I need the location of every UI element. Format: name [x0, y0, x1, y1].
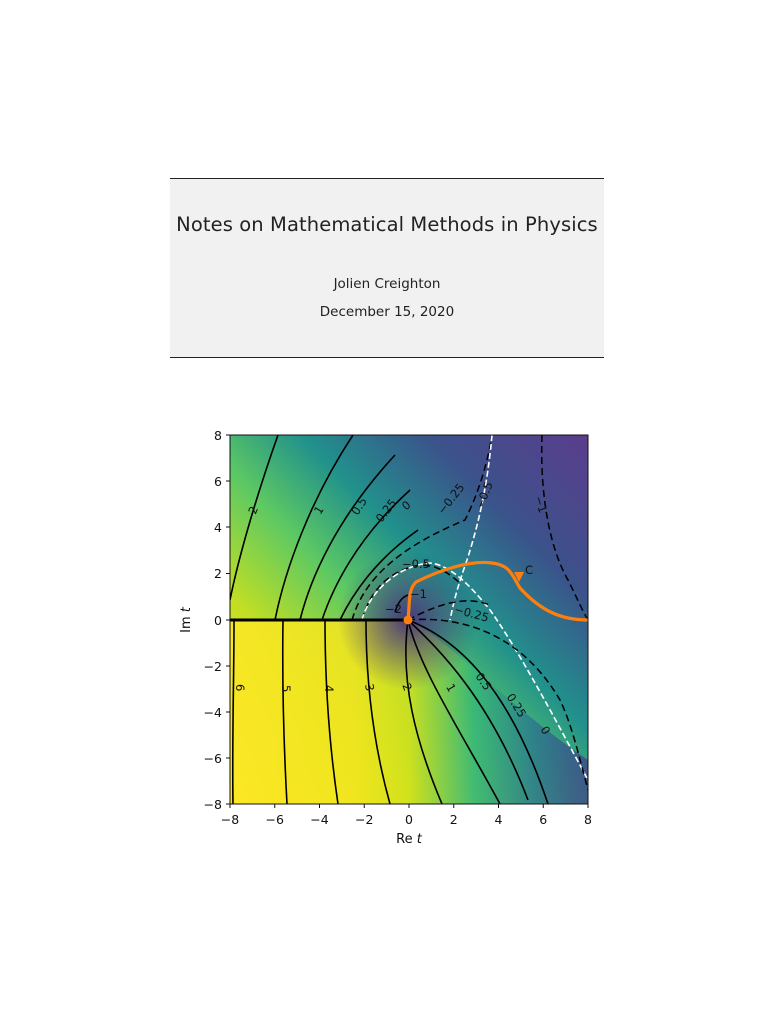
path-endpoint: [403, 615, 413, 625]
contour-label: −0.5: [402, 557, 430, 571]
integration-path: [406, 560, 588, 622]
y-tick-label: −4: [204, 705, 222, 720]
contour-lines-dashed-upper: [351, 435, 588, 621]
x-tick-label: 0: [405, 812, 413, 827]
y-axis-label-prefix: Im: [179, 616, 194, 633]
x-tick-label: −4: [310, 812, 328, 827]
y-tick-label: 2: [214, 566, 222, 581]
path-label: C: [525, 563, 533, 577]
y-tick-label: 0: [214, 613, 222, 628]
document-date: December 15, 2020: [319, 304, 455, 320]
y-axis-label: Im t: [179, 606, 194, 633]
x-ticks: [229, 804, 589, 808]
contour-label: 2: [399, 681, 415, 693]
y-tick-label: 4: [214, 520, 222, 535]
contour-label: 6: [233, 684, 247, 691]
document-title: Notes on Mathematical Methods in Physics: [176, 213, 598, 236]
y-axis-label-var: t: [179, 606, 194, 612]
x-tick-label: −6: [266, 812, 284, 827]
y-tick-label: 8: [214, 428, 222, 443]
contour-lines-lower: [231, 619, 549, 804]
contour-label: 3: [362, 683, 377, 693]
y-tick-labels: 8 6 4 2 0 −2 −4 −6 −8: [204, 428, 222, 812]
separatrix: [361, 435, 588, 781]
x-axis-label-prefix: Re: [396, 832, 412, 847]
contour-label: 4: [322, 685, 336, 692]
x-tick-label: −2: [355, 812, 373, 827]
contour-label: 5: [279, 685, 293, 692]
path-arrow: [514, 572, 524, 582]
x-tick-labels: −8 −6 −4 −2 0 2 4 6 8: [221, 812, 592, 827]
plot-area: [230, 435, 588, 804]
title-box: Notes on Mathematical Methods in Physics…: [170, 178, 604, 358]
y-ticks: [226, 434, 230, 805]
contour-label: −1: [410, 587, 427, 601]
x-tick-label: 8: [584, 812, 592, 827]
y-tick-label: −2: [204, 659, 222, 674]
contour-label: −2: [385, 602, 402, 616]
x-axis-label: Re t: [396, 832, 423, 847]
x-tick-label: −8: [221, 812, 239, 827]
y-tick-label: 6: [214, 474, 222, 489]
x-axis-label-var: t: [417, 832, 423, 847]
contour-lines-dashed-lower: [407, 600, 588, 791]
x-tick-label: 2: [450, 812, 458, 827]
contour-label: −1: [531, 494, 550, 514]
x-tick-label: 6: [539, 812, 547, 827]
y-tick-label: −6: [204, 751, 222, 766]
y-tick-label: −8: [204, 797, 222, 812]
contour-lines-upper: [230, 435, 419, 621]
document-author: Jolien Creighton: [333, 276, 441, 292]
x-tick-label: 4: [495, 812, 503, 827]
